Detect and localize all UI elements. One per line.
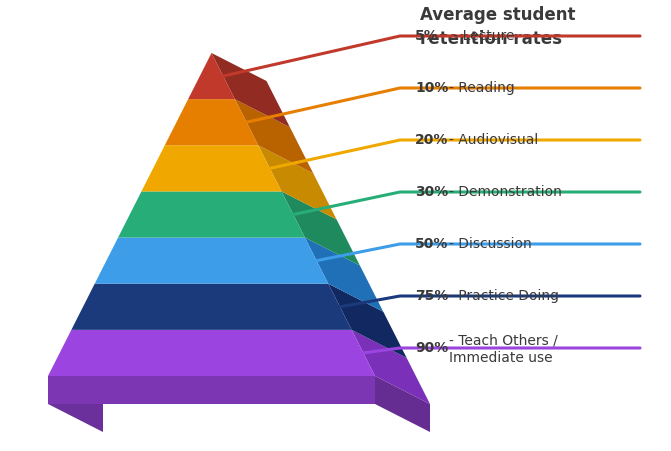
Text: 5%: 5% [415,29,439,43]
Polygon shape [48,376,103,432]
Polygon shape [71,284,352,330]
Text: - Practice Doing: - Practice Doing [449,289,559,303]
Text: Average student
retention rates: Average student retention rates [420,6,576,48]
Polygon shape [305,238,383,312]
Polygon shape [142,145,282,191]
Polygon shape [352,330,430,404]
Text: 50%: 50% [415,237,448,251]
Polygon shape [282,191,360,266]
Polygon shape [375,376,430,432]
Polygon shape [95,238,328,284]
Text: 30%: 30% [415,185,448,199]
Polygon shape [328,284,407,358]
Polygon shape [211,53,290,127]
Text: - Reading: - Reading [449,81,515,95]
Text: 10%: 10% [415,81,448,95]
Text: 75%: 75% [415,289,448,303]
Polygon shape [48,376,375,404]
Text: - Audiovisual: - Audiovisual [449,133,538,147]
Polygon shape [48,330,375,376]
Text: - Demonstration: - Demonstration [449,185,562,199]
Text: - Teach Others /: - Teach Others / [449,333,558,347]
Polygon shape [235,99,313,173]
Text: 20%: 20% [415,133,448,147]
Polygon shape [118,191,305,238]
Polygon shape [165,99,258,145]
Text: - Lecture: - Lecture [449,29,515,43]
Text: 90%: 90% [415,341,448,355]
Polygon shape [258,145,337,220]
Polygon shape [188,53,235,99]
Text: - Discussion: - Discussion [449,237,531,251]
Text: Immediate use: Immediate use [449,351,553,365]
